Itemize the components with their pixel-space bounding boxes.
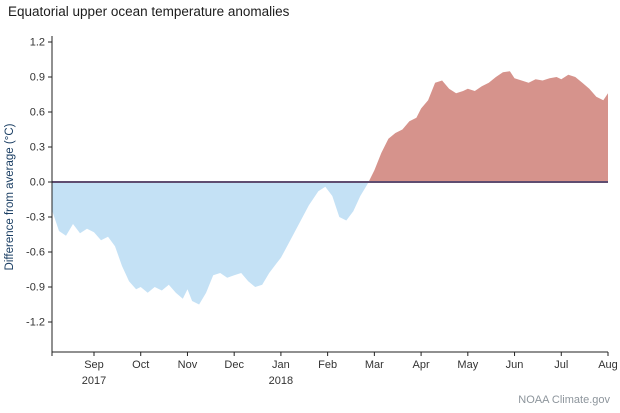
positive-anomaly-area [52, 71, 608, 182]
y-tick-label: 1.2 [30, 37, 45, 49]
y-tick-label: -0.3 [26, 212, 45, 224]
year-label: 2018 [269, 375, 293, 387]
x-tick-label: Apr [413, 359, 430, 371]
x-tick-label: Nov [178, 359, 198, 371]
x-tick-label: Jul [554, 359, 568, 371]
x-tick-label: Jun [506, 359, 524, 371]
chart-title: Equatorial upper ocean temperature anoma… [8, 4, 290, 19]
y-tick-label: 0.6 [30, 107, 45, 119]
x-tick-label: Jan [272, 359, 290, 371]
x-tick-label: May [457, 359, 478, 371]
y-tick-label: 0.0 [30, 177, 45, 189]
y-tick-label: -0.6 [26, 247, 45, 259]
x-tick-label: Mar [365, 359, 384, 371]
x-tick-label: Dec [224, 359, 244, 371]
x-tick-label: Sep [84, 359, 104, 371]
year-label: 2017 [82, 375, 106, 387]
x-tick-label: Aug [598, 359, 618, 371]
y-tick-label: 0.9 [30, 72, 45, 84]
y-tick-label: -0.9 [26, 282, 45, 294]
y-axis-label: Difference from average (°C) [4, 123, 16, 270]
negative-anomaly-area [52, 182, 608, 305]
y-tick-label: -1.2 [26, 317, 45, 329]
x-tick-label: Feb [318, 359, 337, 371]
y-tick-label: 0.3 [30, 142, 45, 154]
x-tick-label: Oct [132, 359, 149, 371]
credit-text: NOAA Climate.gov [518, 394, 610, 406]
